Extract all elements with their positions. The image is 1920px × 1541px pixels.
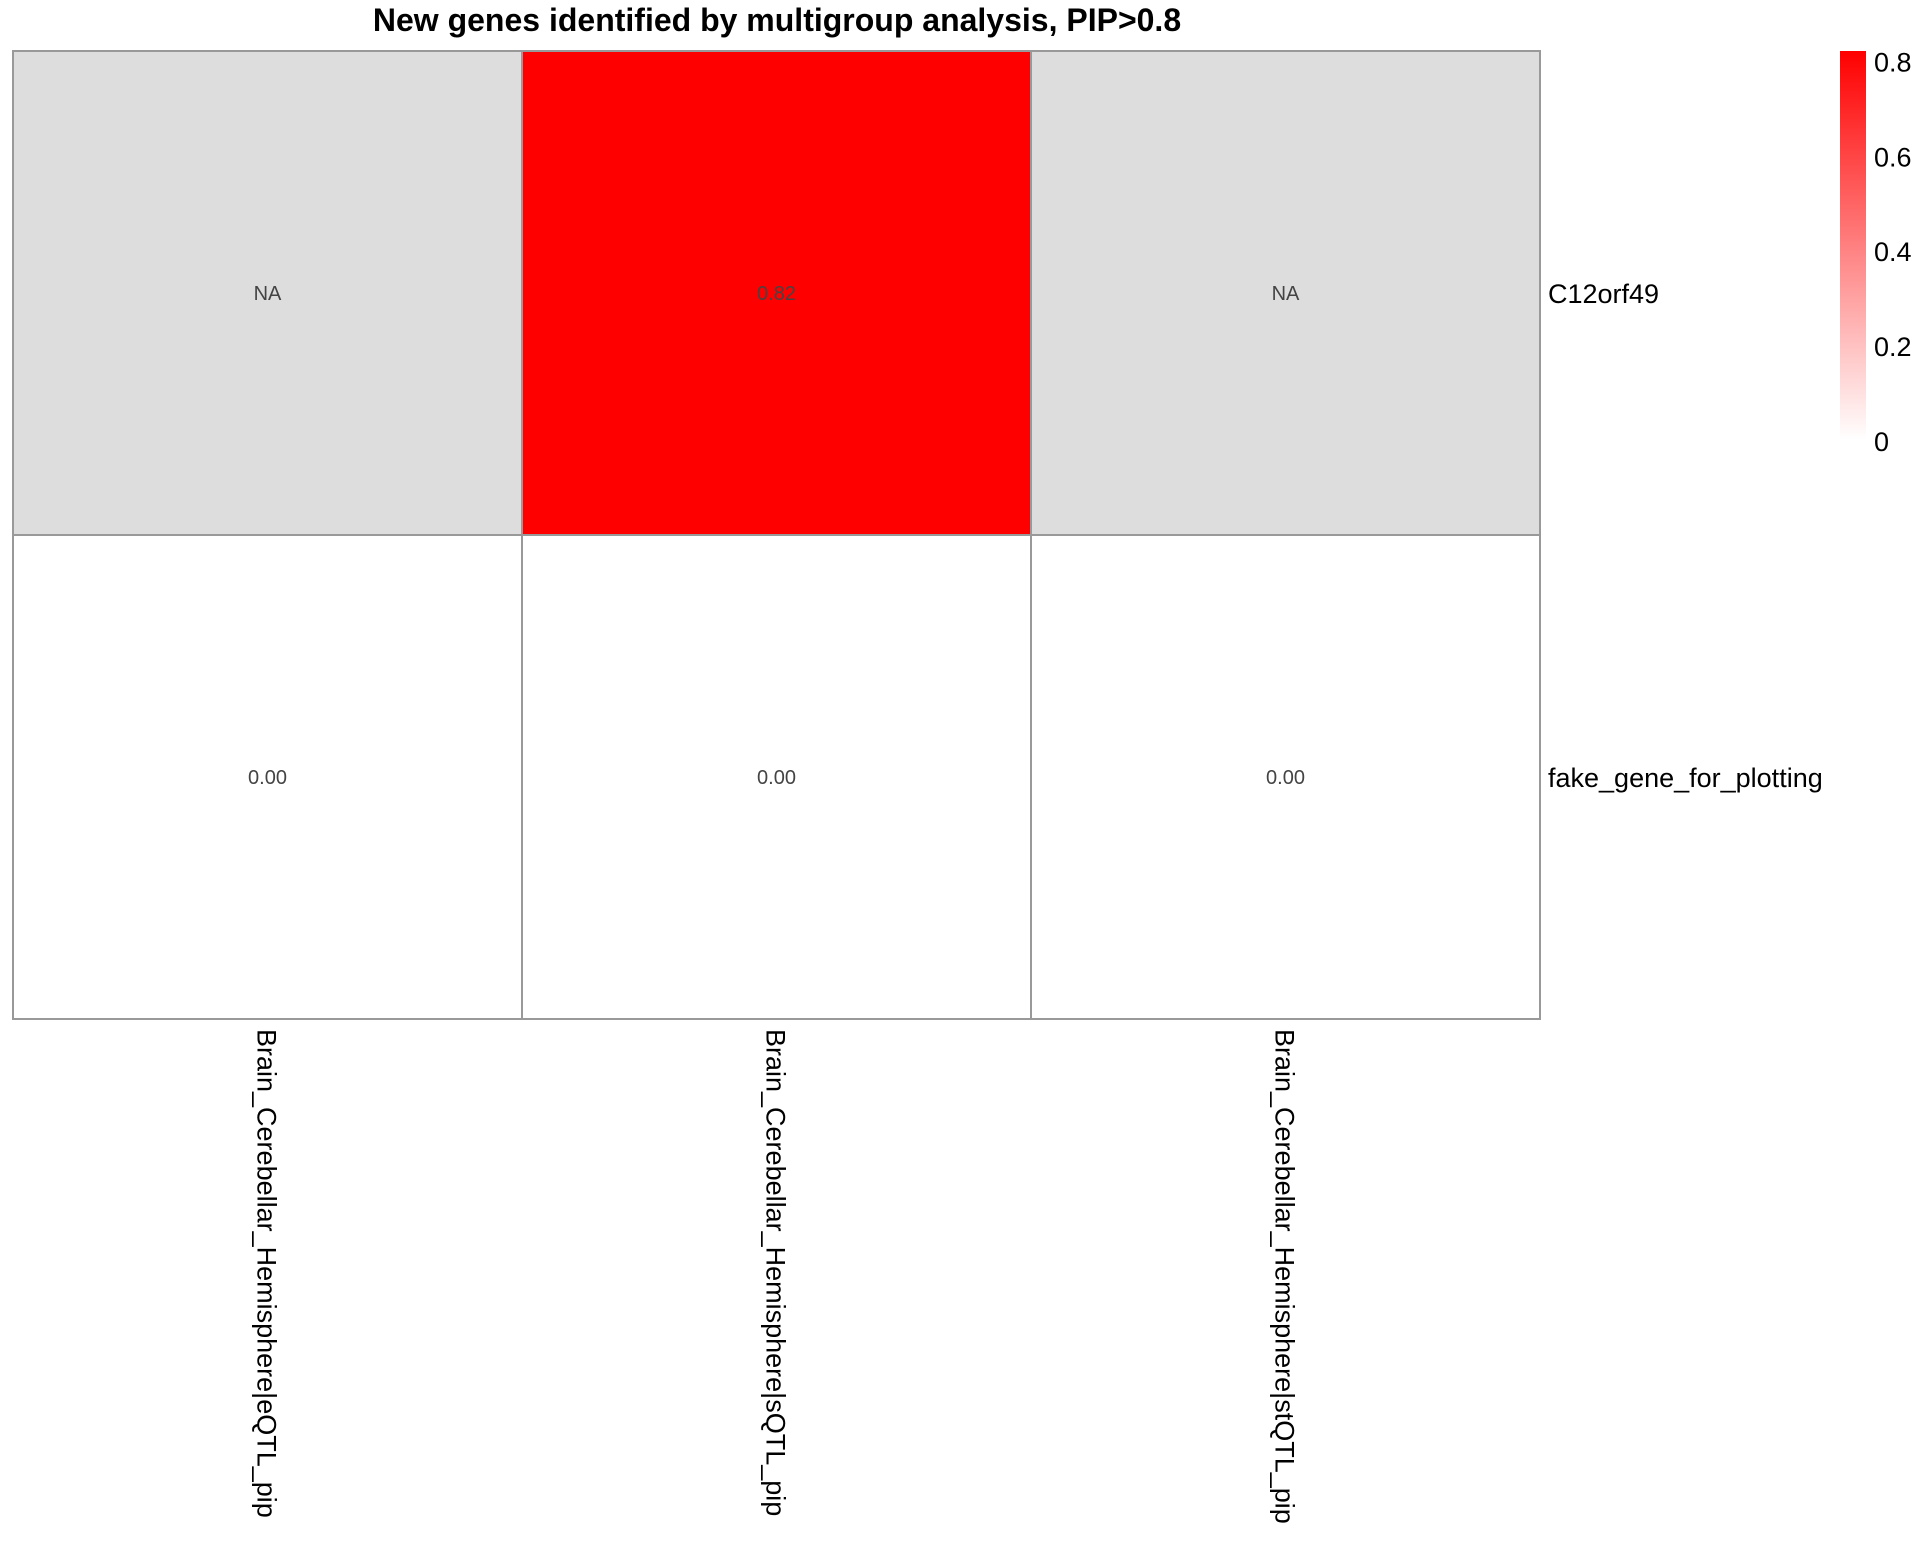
heatmap-cell [12, 534, 523, 1020]
column-labels: Brain_Cerebellar_Hemisphere|eQTL_pip Brai… [252, 1029, 1300, 1524]
heatmap-cell [1030, 534, 1541, 1020]
cell-value-label: 0.00 [1266, 767, 1305, 789]
cell-value-label: NA [1272, 283, 1300, 305]
legend-tick-label: 0 [1874, 427, 1889, 457]
heatmap-cell [1030, 50, 1541, 536]
row-label: C12orf49 [1548, 279, 1659, 309]
color-legend: 0 0.2 0.4 0.6 0.8 [1840, 47, 1912, 457]
legend-color-bar [1840, 51, 1866, 440]
row-labels: C12orf49 fake_gene_for_plotting [1548, 279, 1823, 793]
cell-value-label: 0.00 [248, 767, 287, 789]
cell-value-label: 0.00 [757, 767, 796, 789]
column-label: Brain_Cerebellar_Hemisphere|sQTL_pip [761, 1029, 791, 1516]
heatmap-cell [521, 50, 1032, 536]
column-label: Brain_Cerebellar_Hemisphere|stQTL_pip [1270, 1029, 1300, 1524]
row-label: fake_gene_for_plotting [1548, 763, 1823, 793]
cell-value-label: 0.82 [757, 283, 796, 305]
heatmap-cells: NA 0.82 NA 0.00 0.00 0.00 [12, 50, 1541, 1020]
legend-tick-label: 0.4 [1874, 237, 1912, 267]
legend-tick-label: 0.6 [1874, 142, 1912, 172]
heatmap-cell [12, 50, 523, 536]
heatmap-cell [521, 534, 1032, 1020]
column-label: Brain_Cerebellar_Hemisphere|eQTL_pip [252, 1029, 282, 1518]
cell-value-label: NA [254, 283, 282, 305]
legend-tick-label: 0.2 [1874, 332, 1912, 362]
chart-title: New genes identified by multigroup analy… [373, 2, 1181, 38]
legend-tick-label: 0.8 [1874, 47, 1912, 77]
